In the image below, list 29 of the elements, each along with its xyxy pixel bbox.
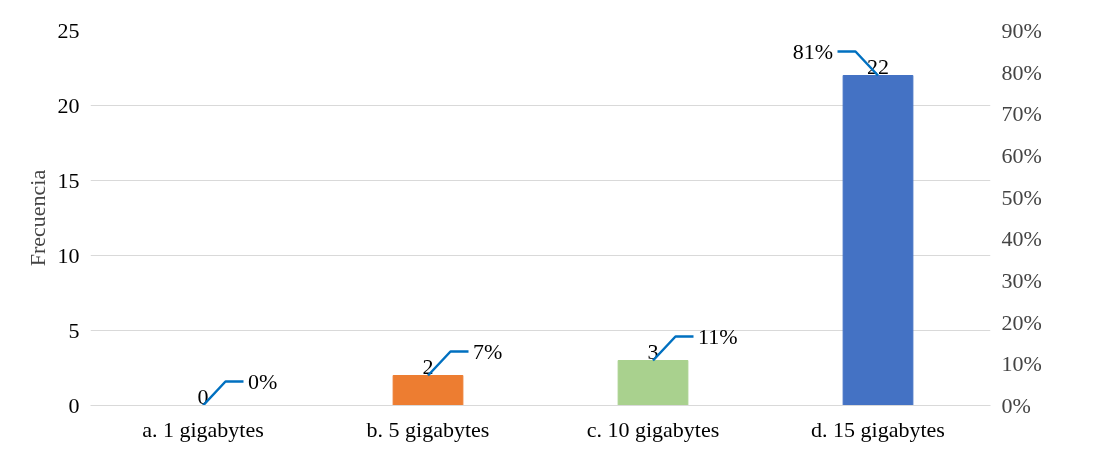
x-tick-label: d. 15 gigabytes [811,416,945,442]
y-tick-label: 20 [57,92,80,118]
annotation: 81% [792,39,833,64]
y2-tick-label: 60% [1001,143,1042,168]
x-tick-label: c. 10 gigabytes [586,416,720,442]
bar [842,75,914,406]
y-tick-label: 5 [68,317,80,343]
data-label: 22 [867,53,889,79]
x-tick-label: a. 1 gigabytes [142,416,264,442]
annotation: 11% [698,324,738,349]
x-tick-label: b. 5 gigabytes [366,416,490,442]
bar [617,360,689,406]
y2-tick-label: 10% [1001,351,1042,377]
y-axis-title: Frecuencia [24,169,50,267]
y-tick-label: 0 [68,392,80,418]
y2-tick-label: 80% [1001,59,1042,85]
y2-tick-label: 70% [1001,101,1042,127]
y2-tick-label: 0% [1001,393,1031,418]
y2-tick-label: 20% [1001,309,1042,335]
y2-tick-label: 30% [1001,268,1042,293]
annotation: 0% [248,369,278,394]
y2-tick-label: 50% [1001,184,1042,210]
bar [392,375,464,406]
y2-tick-label: 40% [1001,226,1042,252]
y-tick-label: 25 [57,17,80,43]
y-tick-label: 10 [57,242,80,268]
annotation: 7% [473,339,503,364]
y2-tick-label: 90% [1001,18,1042,43]
y-tick-label: 15 [57,167,80,193]
